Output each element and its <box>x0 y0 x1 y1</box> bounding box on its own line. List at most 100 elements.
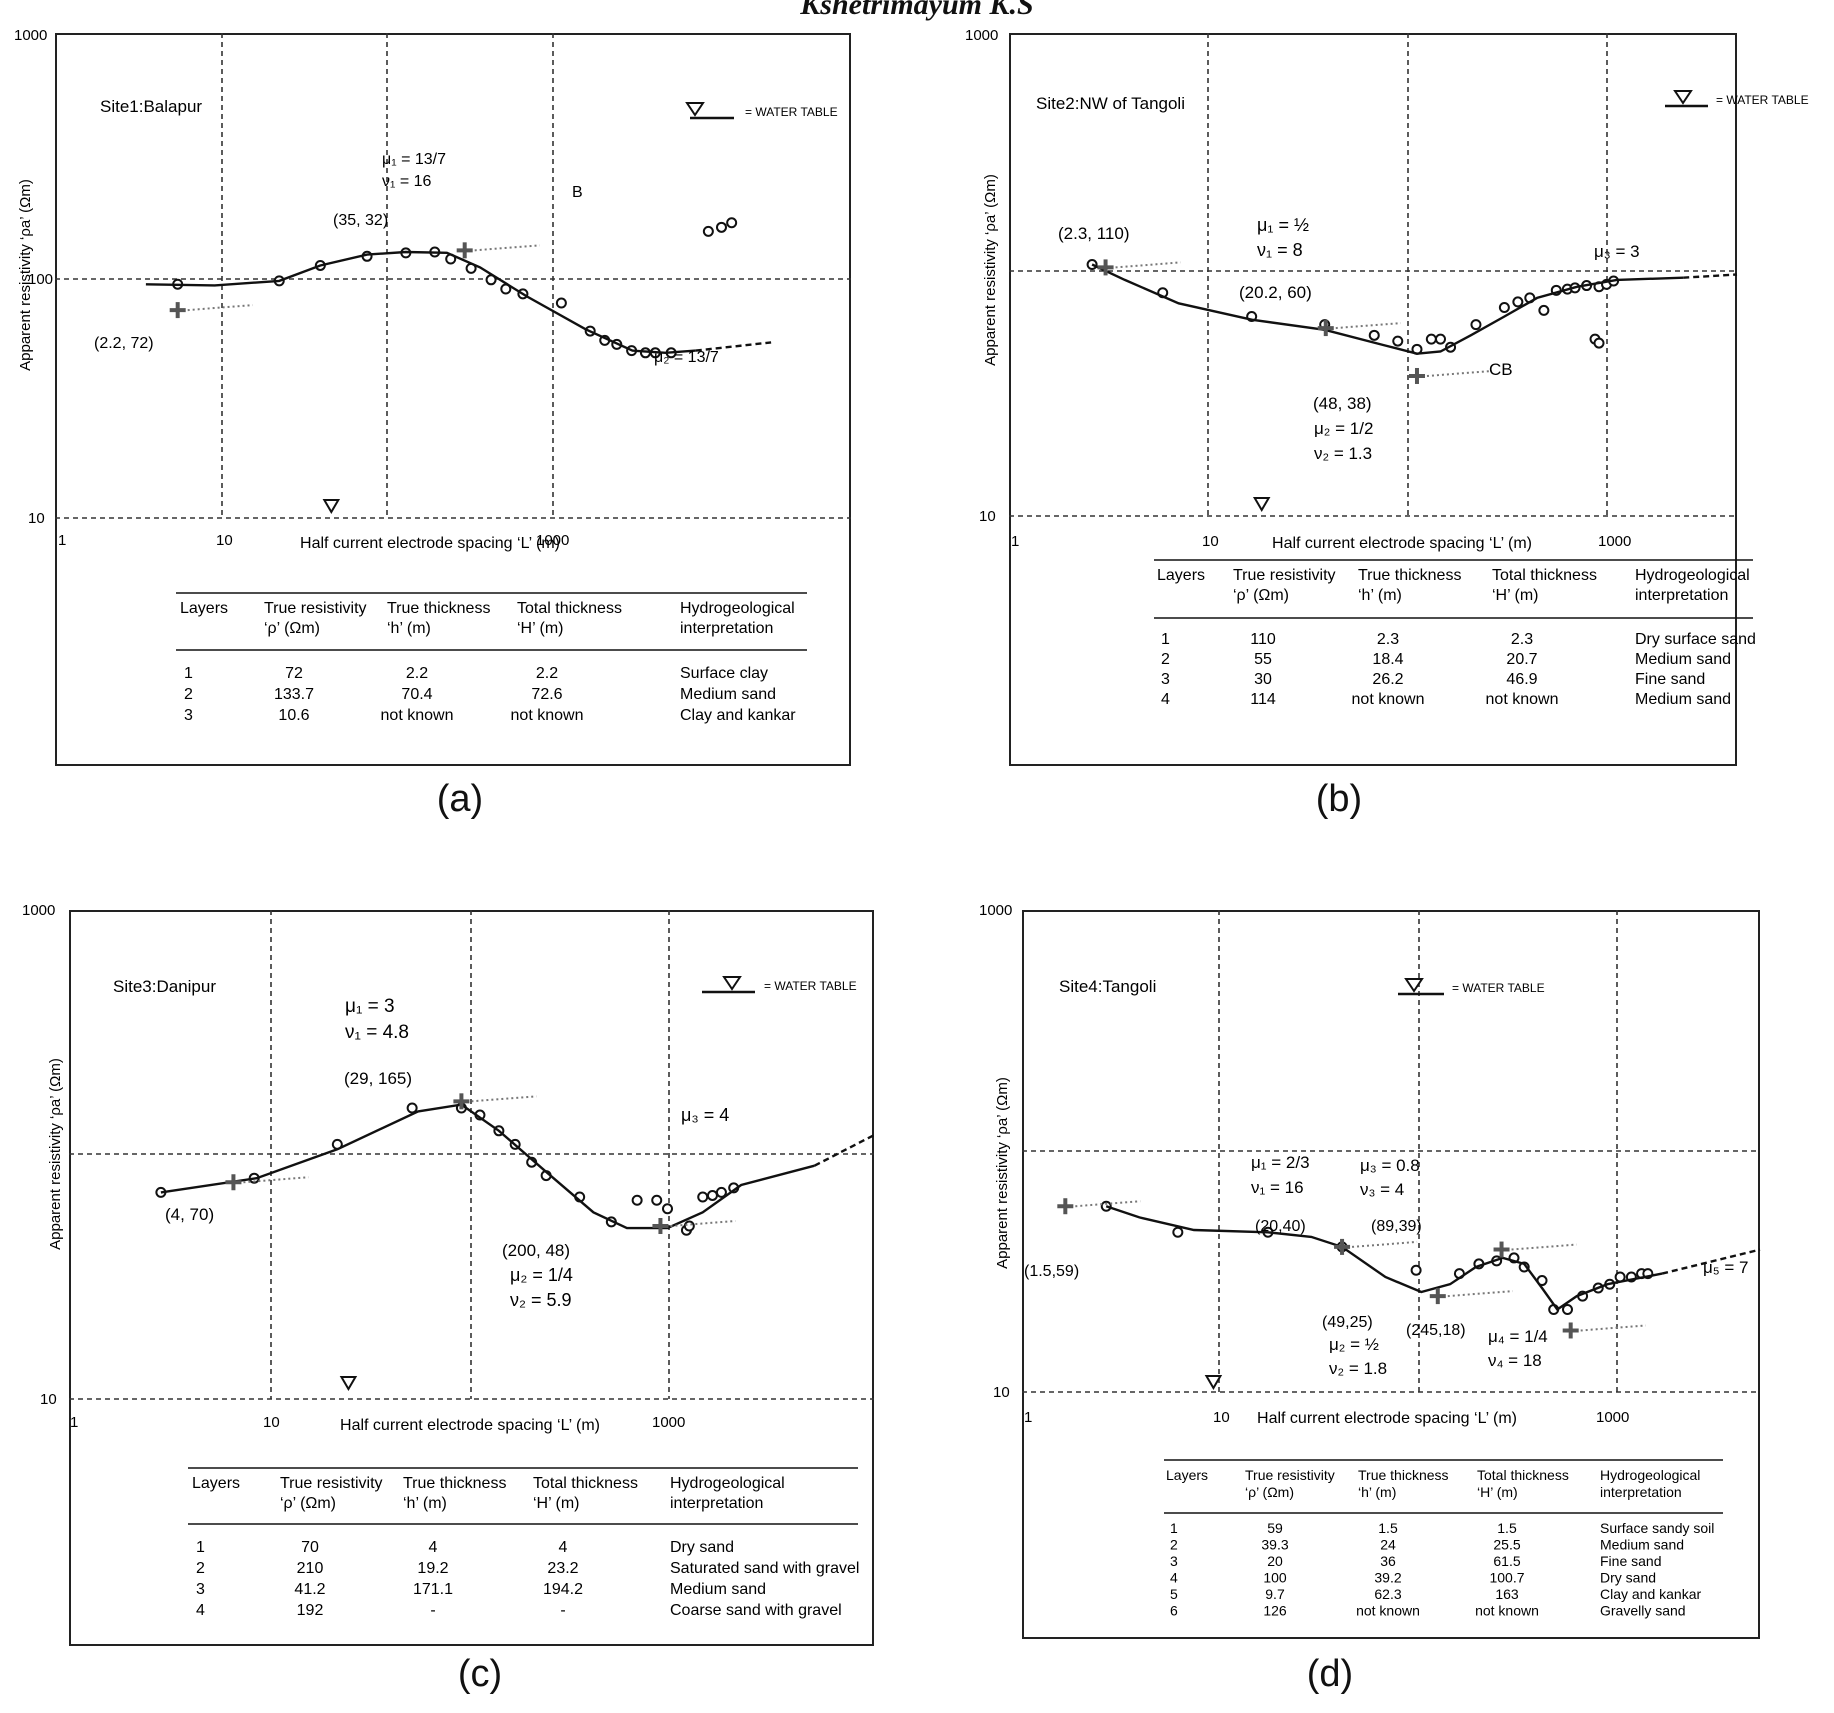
table-cell: Medium sand <box>1635 651 1731 668</box>
table-header-cell: ‘ρ’ (Ωm) <box>264 620 320 637</box>
table-header-cell: Layers <box>180 600 228 617</box>
observed-point <box>697 1191 709 1203</box>
table-header-cell: interpretation <box>680 620 773 637</box>
chart-annotation: B <box>572 184 583 201</box>
fitted-curve-extension <box>813 1134 875 1167</box>
table-cell: 100 <box>1263 1570 1287 1586</box>
site-title: Site3:Danipur <box>113 977 216 996</box>
y-tick-label: 1000 <box>965 27 998 44</box>
observed-point <box>651 1194 663 1206</box>
observed-point <box>662 1203 674 1215</box>
water-table-marker-icon <box>339 1376 358 1391</box>
panel-caption: (b) <box>1315 778 1363 820</box>
table-cell: 39.2 <box>1374 1570 1401 1586</box>
observed-point <box>715 1186 727 1198</box>
x-tick-label: 1 <box>1024 1409 1032 1426</box>
observed-point <box>702 225 714 237</box>
chart-annotation: CB <box>1489 360 1513 379</box>
table-header-cell: ‘ρ’ (Ωm) <box>280 1495 336 1512</box>
chart-annotation: (35, 32) <box>333 212 388 229</box>
table-cell: 2.2 <box>536 665 558 682</box>
table-header-cell: Total thickness <box>533 1475 638 1492</box>
chart-annotation: μ₄ = 1/4 <box>1488 1327 1548 1346</box>
table-cell: 2.2 <box>406 665 428 682</box>
site-title: Site1:Balapur <box>100 97 202 116</box>
chart-annotation: ν₄ = 18 <box>1488 1351 1542 1370</box>
panel-c: 1000 10 1 10 1000 Half current electrode spac… <box>0 878 917 1713</box>
table-header-cell: Total thickness <box>517 600 622 617</box>
auxiliary-curve <box>1426 369 1493 377</box>
table-cell: 23.2 <box>547 1560 578 1577</box>
table-cell: Fine sand <box>1635 671 1705 688</box>
site-title: Site4:Tangoli <box>1059 977 1156 996</box>
y-tick-label: 1000 <box>22 902 55 919</box>
table-header-cell: Layers <box>192 1475 240 1492</box>
auxiliary-curve <box>1075 1200 1141 1208</box>
table-cell: 5 <box>1170 1586 1178 1602</box>
table-cell: - <box>430 1602 435 1619</box>
table-cell: 9.7 <box>1265 1586 1285 1602</box>
observed-point <box>1562 1303 1574 1315</box>
table-cell: 20 <box>1267 1553 1283 1569</box>
fitted-curve <box>1105 1205 1663 1312</box>
chart-annotation: μ₁ = 13/7 <box>382 151 446 168</box>
auxiliary-curve <box>474 244 540 252</box>
resistivity-chart-site4: 1000 10 1 10 1000 Half current electrode spac… <box>979 902 1761 1619</box>
table-cell: 2 <box>1161 651 1170 668</box>
table-cell: 2 <box>196 1560 205 1577</box>
auxiliary-curve <box>670 1220 736 1227</box>
fitted-curve-extension <box>1661 1248 1761 1275</box>
chart-annotation: μ₁ = ½ <box>1257 215 1309 235</box>
x-tick-label: 10 <box>1202 533 1219 550</box>
panel-frame <box>55 33 851 766</box>
table-cell: 41.2 <box>294 1581 325 1598</box>
page-header: Kshetrimayum K.S <box>800 0 1034 21</box>
table-cell: Coarse sand with gravel <box>670 1602 842 1619</box>
x-tick-label: 1 <box>58 532 66 549</box>
table-header-cell: Hydrogeological <box>680 600 795 617</box>
table-cell: 36 <box>1380 1553 1396 1569</box>
water-table-legend-label: = WATER TABLE <box>764 979 857 993</box>
table-cell: Dry sand <box>1600 1570 1656 1586</box>
chart-annotation: (245,18) <box>1406 1322 1466 1339</box>
observed-point <box>1434 333 1446 345</box>
table-cell: Clay and kankar <box>1600 1586 1702 1602</box>
panel-caption: (a) <box>436 778 484 820</box>
table-header-cell: interpretation <box>1600 1484 1682 1500</box>
chart-annotation: μ₅ = 7 <box>1703 1258 1748 1277</box>
table-cell: 133.7 <box>274 686 314 703</box>
chart-annotation: μ₂ = 1/2 <box>1314 419 1373 438</box>
table-cell: not known <box>1356 1603 1420 1619</box>
table-cell: 210 <box>297 1560 324 1577</box>
table-cell: not known <box>1475 1603 1539 1619</box>
table-header-cell: Total thickness <box>1477 1467 1569 1483</box>
table-cell: 3 <box>196 1581 205 1598</box>
fitted-curve <box>160 1103 815 1230</box>
auxiliary-curve <box>1335 322 1401 330</box>
table-cell: 110 <box>1250 631 1276 648</box>
observed-point <box>1593 337 1605 349</box>
x-tick-label: 1000 <box>1596 1409 1629 1426</box>
observed-point <box>1172 1226 1184 1238</box>
chart-annotation: ν₂ = 5.9 <box>510 1290 572 1310</box>
panel-caption: (c) <box>457 1653 503 1695</box>
water-table-legend-label: = WATER TABLE <box>1452 981 1545 995</box>
x-tick-label: 10 <box>1213 1409 1230 1426</box>
x-axis-label: Half current electrode spacing ‘L’ (m) <box>1257 1410 1517 1427</box>
table-cell: 192 <box>297 1602 324 1619</box>
observed-point <box>1518 1261 1530 1273</box>
x-tick-label: 1 <box>70 1414 78 1431</box>
table-cell: 1 <box>196 1539 205 1556</box>
resistivity-chart-site3: 1000 10 1 10 1000 Half current electrode spac… <box>22 902 875 1619</box>
observed-point <box>726 217 738 229</box>
water-table-icon <box>722 976 742 991</box>
table-cell: 2 <box>1170 1537 1178 1553</box>
auxiliary-curve <box>187 304 253 312</box>
chart-annotation: (29, 165) <box>344 1069 412 1088</box>
table-cell: Medium sand <box>680 686 776 703</box>
chart-annotation: ν₁ = 4.8 <box>345 1022 409 1043</box>
chart-annotation: μ₃ = 4 <box>681 1105 729 1125</box>
table-cell: 62.3 <box>1374 1586 1401 1602</box>
table-cell: 6 <box>1170 1603 1178 1619</box>
chart-annotation: μ₂ = 13/7 <box>654 349 719 366</box>
